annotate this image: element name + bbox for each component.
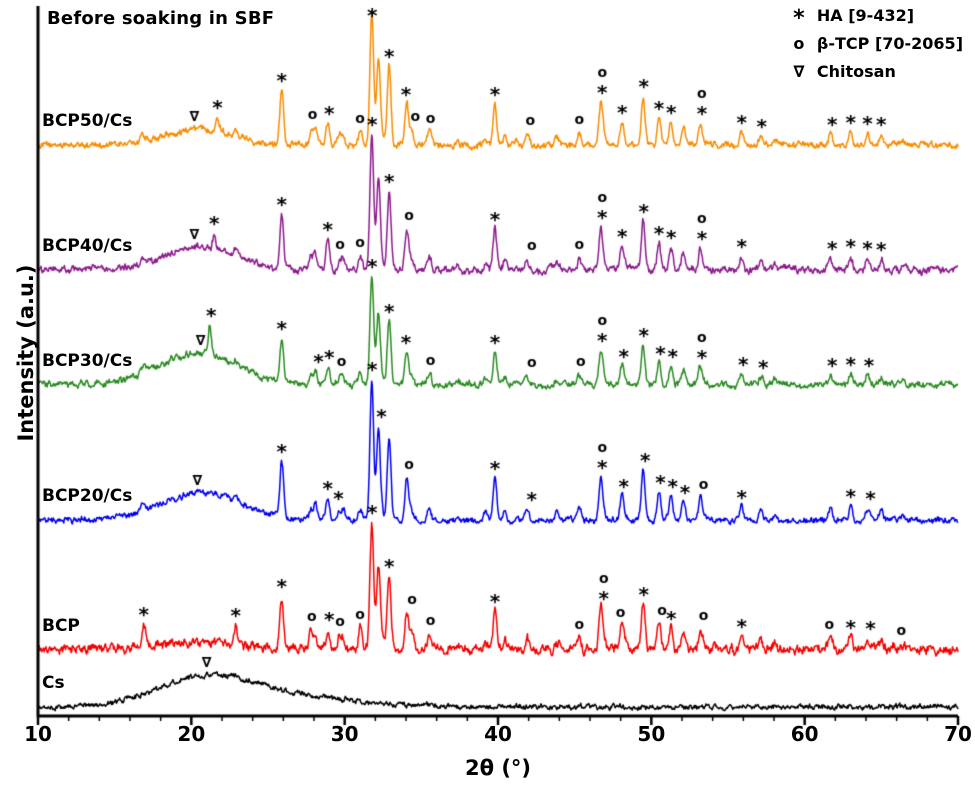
- btcp-marker-icon: o: [793, 34, 805, 53]
- y-axis-label: Intensity (a.u.): [14, 264, 38, 442]
- series-label-bcp30-cs: BCP30/Cs: [42, 350, 133, 371]
- x-tick-label-50: 50: [637, 722, 666, 746]
- ha-marker-icon: *: [793, 5, 805, 31]
- ha-legend-label: HA [9-432]: [816, 6, 915, 25]
- series-label-bcp40-cs: BCP40/Cs: [42, 235, 133, 256]
- btcp-legend-label: β-TCP [70-2065]: [816, 34, 963, 53]
- legend-item-btcp: o β-TCP [70-2065]: [789, 34, 963, 53]
- series-label-bcp: BCP: [42, 615, 80, 636]
- x-tick-label-60: 60: [790, 722, 819, 746]
- chitosan-marker-icon: ∇: [793, 62, 805, 81]
- x-axis-label: 2θ (°): [464, 756, 532, 780]
- x-tick-label-30: 30: [330, 722, 359, 746]
- series-label-bcp50-cs: BCP50/Cs: [42, 111, 133, 132]
- legend: * HA [9-432] o β-TCP [70-2065] ∇ Chitosa…: [789, 6, 963, 90]
- plot-annotation: Before soaking in SBF: [47, 8, 275, 29]
- series-label-bcp20-cs: BCP20/Cs: [42, 486, 133, 507]
- legend-item-ha: * HA [9-432]: [789, 5, 963, 31]
- x-tick-label-10: 10: [24, 722, 52, 746]
- chitosan-legend-label: Chitosan: [816, 62, 896, 81]
- legend-item-chitosan: ∇ Chitosan: [789, 62, 963, 81]
- x-tick-label-40: 40: [484, 722, 512, 746]
- x-tick-label-20: 20: [177, 722, 206, 746]
- x-tick-label-70: 70: [944, 722, 972, 746]
- series-label-cs: Cs: [42, 672, 65, 693]
